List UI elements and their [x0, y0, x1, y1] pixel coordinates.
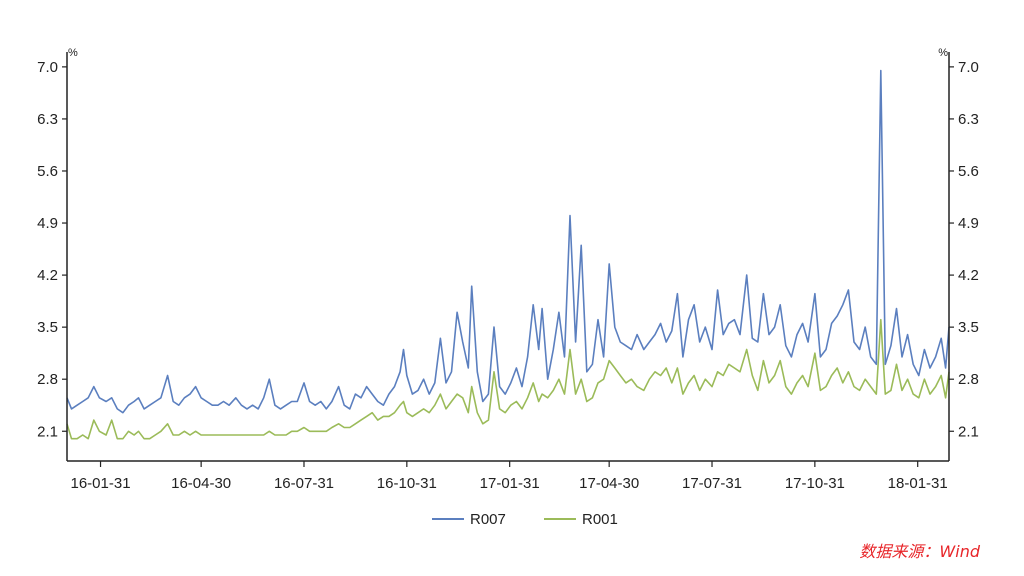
- y-left-tick-label: 5.6: [37, 163, 58, 180]
- series-lines: [66, 69, 950, 440]
- y-left-tick-label: 4.2: [37, 267, 58, 284]
- axes: [66, 52, 950, 462]
- y-right-tick-label: 6.3: [958, 111, 979, 128]
- x-axis-ticks: 16-01-31 16-04-30 16-07-31 16-10-31 17-01-31…: [71, 461, 948, 492]
- y-axis-right-ticks: 7.0 6.3 5.6 4.9 4.2 3.5 2.8 2.1: [949, 59, 979, 440]
- y-right-tick-label: 2.8: [958, 371, 979, 388]
- y-right-tick-label: 5.6: [958, 163, 979, 180]
- x-tick-label: 18-01-31: [888, 475, 948, 492]
- y-right-tick-label: 4.9: [958, 215, 979, 232]
- legend: R007 R001: [432, 511, 618, 528]
- y-axis-left-ticks: 7.0 6.3 5.6 4.9 4.2 3.5 2.8 2.1: [37, 59, 67, 440]
- y-axis-left-unit: %: [68, 47, 78, 59]
- y-left-tick-label: 2.8: [37, 371, 58, 388]
- x-tick-label: 16-04-30: [171, 475, 231, 492]
- y-left-tick-label: 6.3: [37, 111, 58, 128]
- series-line-r007: [66, 69, 950, 414]
- x-tick-label: 17-10-31: [785, 475, 845, 492]
- y-right-tick-label: 4.2: [958, 267, 979, 284]
- series-line-r001: [66, 318, 950, 440]
- y-axis-right-unit: %: [938, 47, 948, 59]
- y-left-tick-label: 7.0: [37, 59, 58, 76]
- x-tick-label: 17-01-31: [480, 475, 540, 492]
- y-right-tick-label: 7.0: [958, 59, 979, 76]
- y-right-tick-label: 3.5: [958, 319, 979, 336]
- y-left-tick-label: 2.1: [37, 423, 58, 440]
- y-left-tick-label: 4.9: [37, 215, 58, 232]
- legend-label-r001: R001: [582, 511, 618, 528]
- x-tick-label: 17-07-31: [682, 475, 742, 492]
- x-tick-label: 16-10-31: [377, 475, 437, 492]
- x-tick-label: 16-01-31: [71, 475, 131, 492]
- y-right-tick-label: 2.1: [958, 423, 979, 440]
- y-left-tick-label: 3.5: [37, 319, 58, 336]
- legend-label-r007: R007: [470, 511, 506, 528]
- x-tick-label: 17-04-30: [579, 475, 639, 492]
- source-note: 数据来源：Wind: [859, 542, 980, 561]
- x-tick-label: 16-07-31: [274, 475, 334, 492]
